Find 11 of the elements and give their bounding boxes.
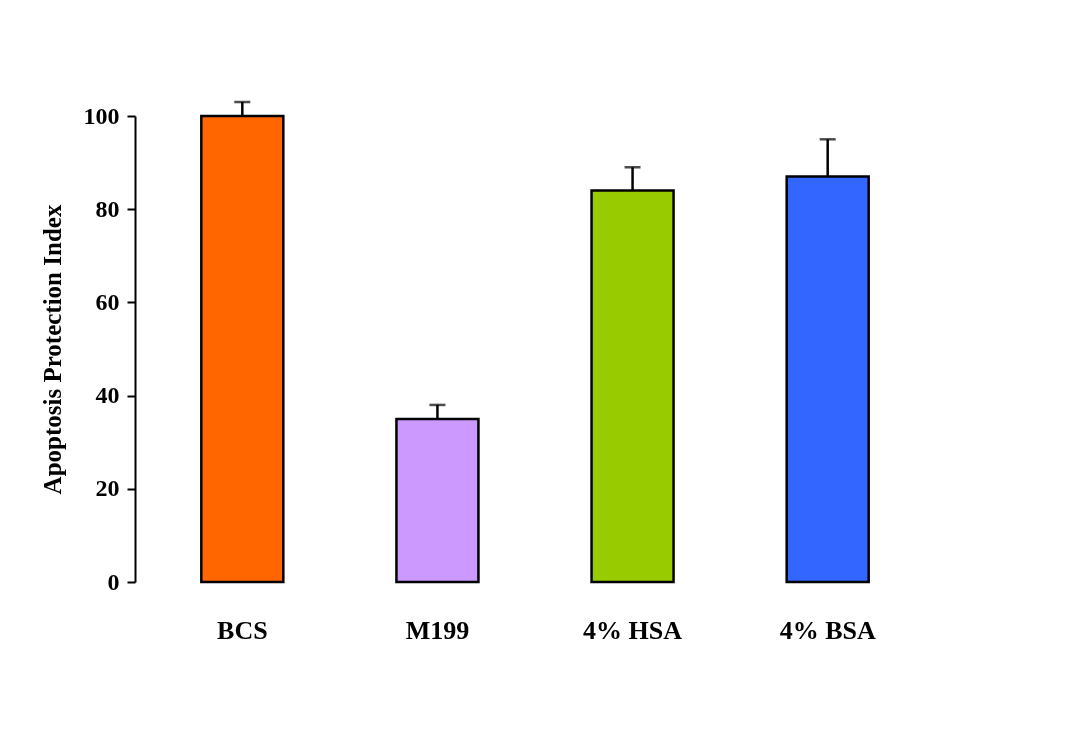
x-tick-label: BCS: [217, 615, 268, 645]
y-tick-label: 20: [95, 475, 120, 502]
x-tick-label: 4% HSA: [583, 615, 683, 645]
y-tick-label: 0: [107, 568, 120, 595]
y-tick-label: 40: [95, 382, 120, 409]
x-tick-label: 4% BSA: [779, 615, 876, 645]
x-tick-label: M199: [405, 615, 470, 645]
y-tick-label: 80: [95, 195, 120, 222]
y-axis-title: Apoptosis Protection Index: [38, 204, 66, 495]
y-tick-label: 60: [95, 288, 120, 315]
y-tick-label: 100: [83, 102, 120, 129]
